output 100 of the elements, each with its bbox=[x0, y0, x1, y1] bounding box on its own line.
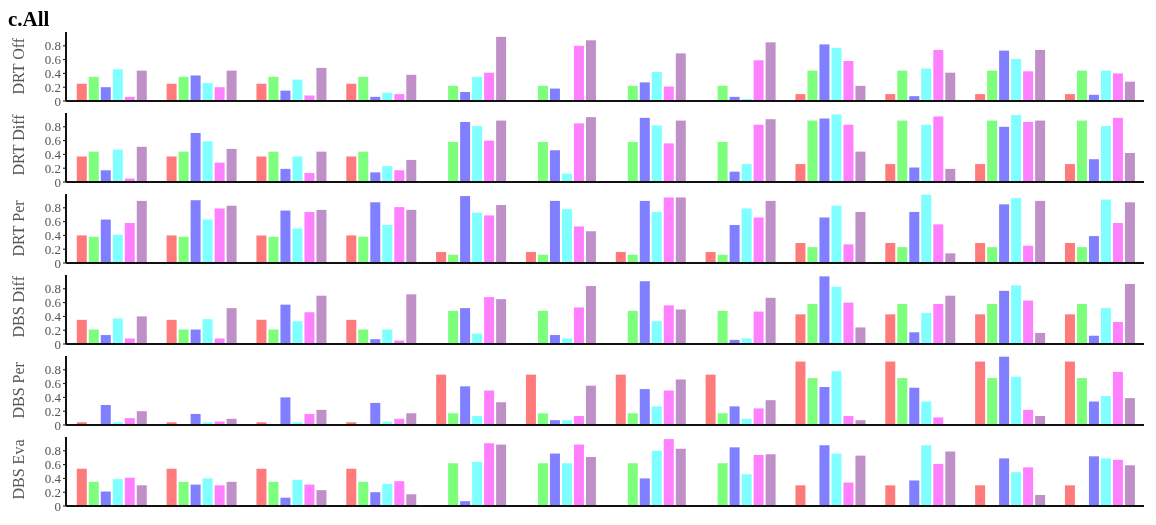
bar bbox=[549, 453, 560, 506]
bar bbox=[1011, 285, 1022, 344]
y-tick-label: 0.4 bbox=[44, 147, 62, 163]
bar bbox=[765, 42, 776, 101]
bar bbox=[663, 439, 674, 506]
bar bbox=[496, 444, 507, 506]
bar bbox=[975, 314, 986, 344]
bar bbox=[202, 219, 213, 263]
bar bbox=[370, 402, 381, 425]
bar bbox=[639, 281, 650, 344]
bar bbox=[1064, 242, 1075, 263]
bar bbox=[819, 276, 830, 344]
bar bbox=[214, 162, 225, 182]
bar bbox=[226, 481, 237, 506]
bar bbox=[639, 117, 650, 182]
bar bbox=[316, 490, 327, 506]
bar bbox=[651, 321, 662, 344]
bar bbox=[843, 482, 854, 506]
bar bbox=[537, 463, 548, 506]
y-tick-label: 0.8 bbox=[44, 281, 61, 297]
bar bbox=[855, 151, 866, 182]
y-tick-label: 0 bbox=[54, 336, 61, 352]
bar bbox=[741, 164, 752, 182]
bar bbox=[765, 297, 776, 344]
y-tick-label: 0.8 bbox=[44, 119, 61, 135]
bar bbox=[472, 76, 483, 101]
bar bbox=[76, 235, 87, 263]
bar bbox=[112, 479, 123, 506]
bar bbox=[190, 484, 201, 506]
bar bbox=[765, 200, 776, 263]
bar bbox=[987, 303, 998, 344]
bar bbox=[717, 413, 728, 425]
bar bbox=[226, 70, 237, 101]
bar bbox=[358, 151, 369, 182]
bar bbox=[136, 485, 147, 506]
bar bbox=[346, 83, 357, 101]
bar bbox=[897, 378, 908, 425]
bar bbox=[753, 124, 764, 182]
bar bbox=[496, 402, 507, 425]
bar bbox=[807, 378, 818, 425]
bar bbox=[292, 321, 303, 344]
bar bbox=[1100, 70, 1111, 101]
bar bbox=[1076, 247, 1087, 263]
bar bbox=[831, 114, 842, 182]
y-tick-label: 0 bbox=[54, 174, 61, 190]
bar bbox=[190, 329, 201, 344]
bar bbox=[1064, 361, 1075, 425]
bar bbox=[1064, 164, 1075, 182]
bar bbox=[280, 210, 291, 263]
bar bbox=[855, 455, 866, 506]
bar bbox=[178, 481, 189, 506]
bar bbox=[843, 60, 854, 101]
bar bbox=[651, 406, 662, 425]
bar bbox=[627, 463, 638, 506]
bar bbox=[663, 197, 674, 263]
bar bbox=[1023, 121, 1034, 182]
bar bbox=[268, 151, 279, 182]
bar bbox=[190, 413, 201, 425]
bar bbox=[945, 295, 956, 344]
bar bbox=[525, 374, 536, 425]
bar bbox=[496, 120, 507, 182]
bar bbox=[705, 374, 716, 425]
bar bbox=[933, 463, 944, 506]
bar bbox=[909, 211, 920, 263]
y-tick-label: 0.6 bbox=[44, 376, 62, 392]
bar bbox=[1088, 236, 1099, 263]
y-axis-title: DBS Per bbox=[9, 361, 27, 419]
bar bbox=[999, 458, 1010, 506]
bar bbox=[663, 390, 674, 425]
bar bbox=[1035, 120, 1046, 182]
bar bbox=[88, 481, 99, 506]
bar bbox=[316, 409, 327, 425]
bar bbox=[885, 164, 896, 182]
bar bbox=[921, 68, 932, 101]
bar bbox=[807, 303, 818, 344]
bar bbox=[100, 491, 111, 506]
bar bbox=[753, 60, 764, 101]
bar bbox=[795, 314, 806, 344]
bar bbox=[166, 468, 177, 506]
bar bbox=[1023, 467, 1034, 506]
bar bbox=[537, 85, 548, 101]
bar bbox=[585, 457, 596, 506]
bar bbox=[615, 251, 626, 263]
bar bbox=[753, 311, 764, 344]
bar bbox=[537, 310, 548, 344]
bar bbox=[1088, 159, 1099, 182]
bar bbox=[585, 286, 596, 344]
bar bbox=[472, 126, 483, 182]
y-tick-label: 0.4 bbox=[44, 309, 62, 325]
y-tick-label: 0.8 bbox=[44, 362, 61, 378]
bar bbox=[268, 329, 279, 344]
bar bbox=[178, 329, 189, 344]
bar bbox=[124, 222, 135, 263]
bar bbox=[112, 69, 123, 101]
bar bbox=[280, 168, 291, 182]
y-axis-title: DRT Off bbox=[9, 37, 27, 95]
bar bbox=[496, 299, 507, 344]
bar bbox=[1100, 126, 1111, 182]
bar bbox=[382, 225, 393, 263]
bar bbox=[178, 236, 189, 263]
